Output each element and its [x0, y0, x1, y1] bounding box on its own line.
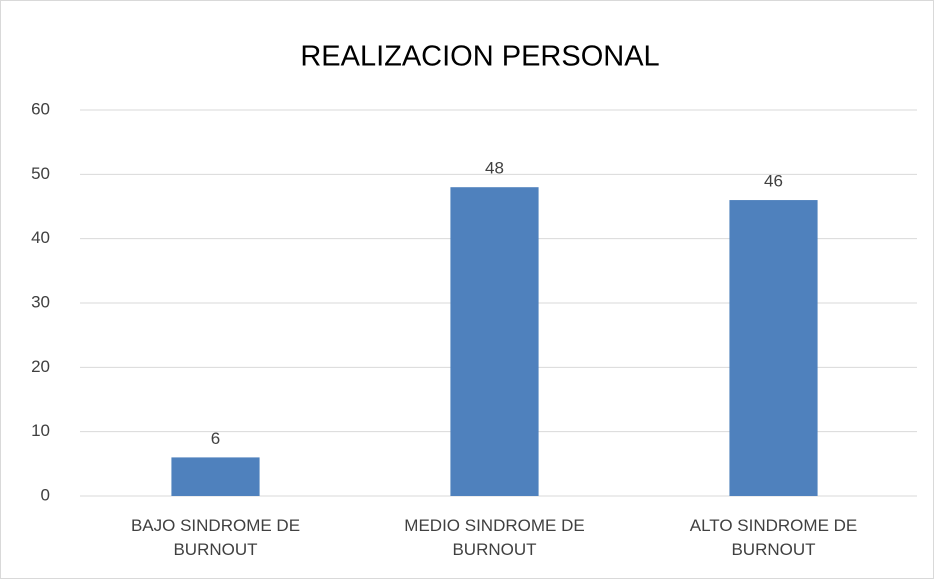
y-tick-label: 30: [31, 292, 50, 311]
y-tick-label: 20: [31, 357, 50, 376]
data-label: 46: [764, 172, 783, 191]
bar: [171, 457, 260, 496]
bar: [729, 200, 818, 497]
x-tick-label: MEDIO SINDROME DE BURNOUT: [404, 516, 585, 559]
y-tick-label: 0: [41, 485, 50, 504]
chart-title: REALIZACION PERSONAL: [300, 41, 659, 73]
x-tick-label: ALTO SINDROME DE BURNOUT: [689, 516, 858, 559]
y-tick-label: 10: [31, 421, 50, 440]
y-tick-label: 60: [31, 99, 50, 118]
bar: [450, 187, 539, 496]
y-tick-label: 50: [31, 164, 50, 183]
x-tick-label: BAJO SINDROME DE BURNOUT: [130, 516, 301, 559]
data-label: 48: [485, 159, 504, 178]
y-tick-label: 40: [31, 228, 50, 247]
data-label: 6: [211, 429, 220, 448]
